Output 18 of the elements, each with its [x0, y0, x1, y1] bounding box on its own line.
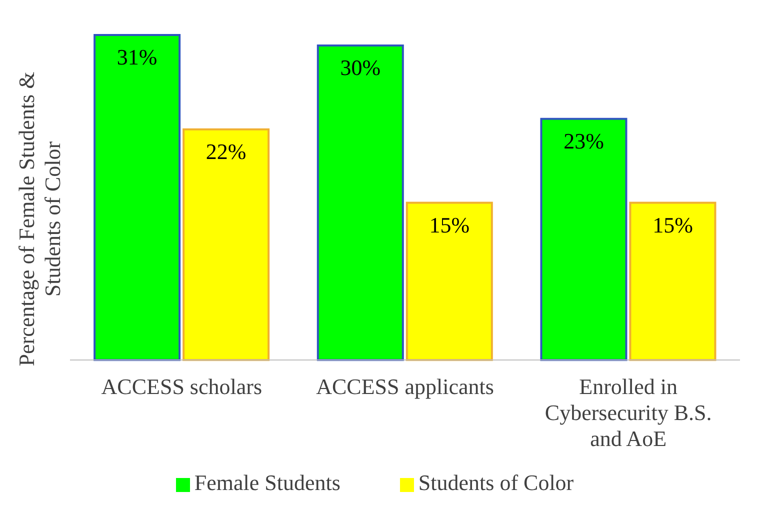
x-tick-label: ACCESS scholars: [101, 374, 262, 399]
data-label: 22%: [206, 138, 246, 164]
x-tick-label: ACCESS applicants: [316, 374, 494, 399]
bar: [406, 202, 493, 361]
x-tick-label: Enrolled in Cybersecurity B.S. and AoE: [544, 374, 712, 451]
bar: [316, 44, 404, 361]
bar: [629, 202, 716, 361]
data-label: 31%: [116, 44, 158, 70]
y-axis-title: Percentage of Female Students & Students of Color: [14, 70, 66, 368]
legend-label: Female Students: [194, 470, 340, 495]
data-label: 30%: [340, 55, 381, 80]
data-label: 15%: [429, 212, 470, 238]
data-label: 23%: [564, 128, 604, 154]
data-label: 15%: [652, 212, 693, 238]
bar: [540, 118, 628, 361]
legend-label: Students of Color: [418, 470, 574, 495]
bar: [182, 128, 270, 361]
bar: [94, 34, 181, 361]
